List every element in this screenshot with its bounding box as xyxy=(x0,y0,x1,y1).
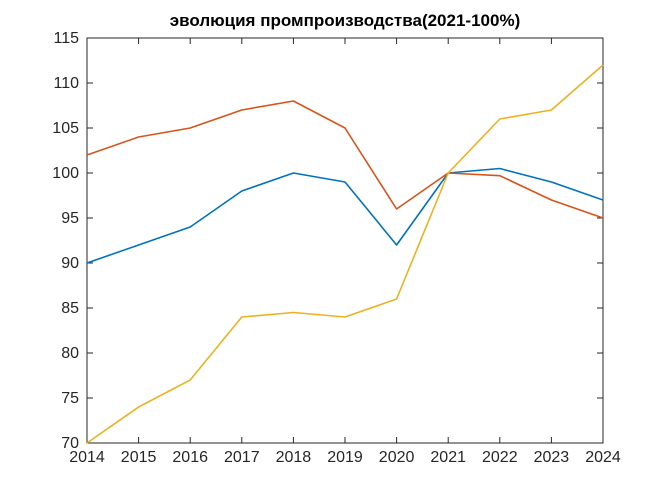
x-tick-label: 2015 xyxy=(121,449,157,466)
series-line-orange xyxy=(86,100,604,219)
y-tick-label: 90 xyxy=(61,255,79,272)
y-tick-label: 70 xyxy=(61,435,79,452)
x-tick-label: 2022 xyxy=(482,449,518,466)
y-tick-label: 75 xyxy=(61,390,79,407)
y-tick-label: 105 xyxy=(52,120,79,137)
x-tick-label: 2019 xyxy=(327,449,363,466)
y-tick-label: 100 xyxy=(52,165,79,182)
y-tick-label: 80 xyxy=(61,345,79,362)
series-line-yellow xyxy=(86,64,604,444)
series-line-blue xyxy=(86,167,604,264)
x-tick-label: 2023 xyxy=(534,449,570,466)
y-tick-label: 110 xyxy=(53,75,79,92)
x-tick-label: 2018 xyxy=(276,449,312,466)
x-tick-label: 2024 xyxy=(585,449,621,466)
x-tick-label: 2016 xyxy=(172,449,208,466)
axes-box xyxy=(86,37,604,444)
chart-title: эволюция промпроизводства(2021-100%) xyxy=(169,11,521,30)
x-tick-label: 2021 xyxy=(430,449,466,466)
y-tick-label: 95 xyxy=(61,210,79,227)
x-tick-label: 2017 xyxy=(224,449,260,466)
x-tick-label: 2020 xyxy=(379,449,415,466)
x-tick-label: 2014 xyxy=(69,449,105,466)
y-tick-label: 115 xyxy=(53,30,79,47)
y-tick-label: 85 xyxy=(61,300,79,317)
